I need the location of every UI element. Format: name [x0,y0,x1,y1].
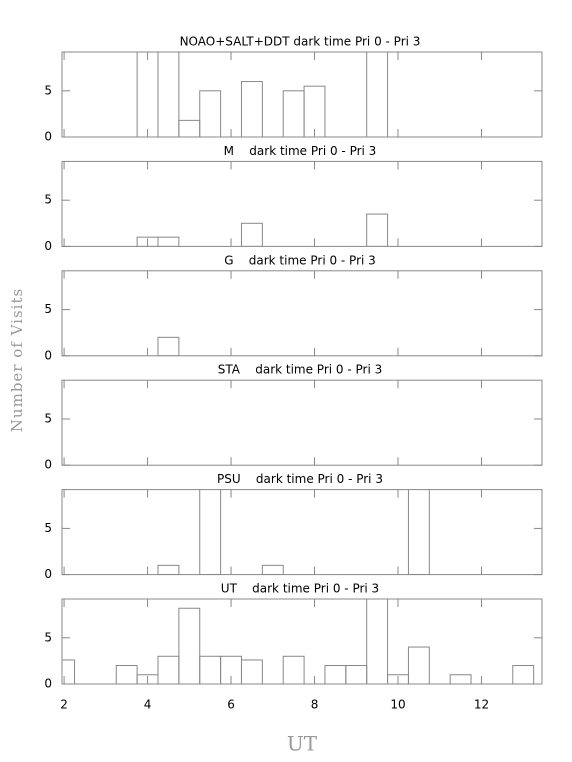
panel [157,336,180,356]
bar [178,607,201,684]
bar [366,599,389,684]
x-tick-label: 8 [311,698,319,712]
bar [199,90,222,137]
y-tick-label: 0 [44,458,52,472]
bar [199,489,222,575]
bar [366,52,389,137]
panel-title: G dark time Pri 0 - Pri 3 [224,253,376,267]
panel-title: NOAO+SALT+DDT dark time Pri 0 - Pri 3 [180,35,421,49]
panel-title: PSU dark time Pri 0 - Pri 3 [217,472,383,486]
bar [240,81,263,137]
y-tick-label: 0 [44,567,52,581]
bar [512,665,535,684]
bar [282,90,305,137]
bar [282,655,305,684]
panel-frame [61,270,543,357]
panel-frame [61,379,543,466]
y-tick-label: 5 [44,83,52,97]
panel-frame [61,598,543,685]
y-tick-label: 5 [44,302,52,316]
y-tick-label: 0 [44,677,52,691]
panel-title: M dark time Pri 0 - Pri 3 [224,144,377,158]
bar [157,655,180,684]
y-tick-label: 5 [44,521,52,535]
y-axis-label: Number of Visits [8,288,26,432]
x-tick-label: 12 [474,698,489,712]
y-tick-label: 0 [44,130,52,144]
panel-frame [61,489,543,576]
bar [303,85,326,137]
y-tick-label: 5 [44,193,52,207]
y-tick-label: 5 [44,412,52,426]
bar [157,236,180,247]
panel-frame [61,160,543,247]
bar [407,646,430,684]
panel [62,599,535,684]
bar [261,564,284,575]
panel [136,52,389,137]
x-tick-label: 10 [390,698,405,712]
panel [136,213,389,247]
x-tick-label: 6 [227,698,235,712]
x-tick-label: 2 [60,698,68,712]
x-tick-label: 4 [144,698,152,712]
bar [240,659,263,684]
bar [407,489,430,575]
bar [199,655,222,684]
panel [157,489,430,575]
y-tick-label: 0 [44,239,52,253]
y-tick-label: 0 [44,348,52,362]
bar [240,222,263,247]
panel-frame [61,51,543,138]
bar [345,665,368,684]
bar [366,213,389,247]
bar [115,665,138,684]
x-axis-label: UT [287,732,318,756]
bar [157,336,180,356]
y-tick-label: 5 [44,630,52,644]
bar [178,119,201,137]
panel-title: UT dark time Pri 0 - Pri 3 [221,582,379,596]
bar [62,659,76,684]
bar [324,665,347,684]
panel-title: STA dark time Pri 0 - Pri 3 [218,363,383,377]
bar [157,52,180,137]
bar [449,674,472,684]
bar [157,564,180,575]
